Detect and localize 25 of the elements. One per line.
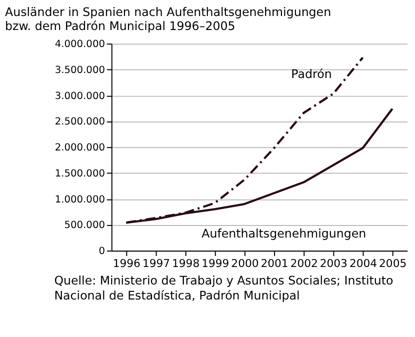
series-label: Padrón xyxy=(291,67,332,82)
x-tick-label: 1997 xyxy=(142,256,170,270)
x-tick-label: 2001 xyxy=(260,256,288,270)
x-tick-label: 1999 xyxy=(202,256,230,270)
y-tick-label: 1.500.000 xyxy=(54,168,105,180)
y-tick-label: 4.000.000 xyxy=(54,39,105,50)
y-tick-label: 2.500.000 xyxy=(54,116,105,128)
x-tick-label: 2005 xyxy=(379,256,407,270)
x-tick-label: 1998 xyxy=(172,256,200,270)
x-tick-label: 1996 xyxy=(112,256,141,270)
x-tick-label: 2002 xyxy=(290,256,318,270)
y-tick-label: 2.000.000 xyxy=(54,142,105,154)
source-note: Quelle: Ministerio de Trabajo y Asuntos Sociales; Instituto xyxy=(54,274,394,288)
text: Nacional de Estadística, Padrón Municipal xyxy=(54,288,300,302)
x-tick-label: 2000 xyxy=(231,256,259,270)
x-tick-label: 2003 xyxy=(320,256,348,270)
y-tick-label: 3.000.000 xyxy=(54,90,105,102)
series-label: Aufenthaltsgenehmigungen xyxy=(202,226,366,241)
x-tick-label: 2004 xyxy=(349,256,378,270)
y-tick-label: 1.000.000 xyxy=(54,194,105,206)
y-tick-label: 0 xyxy=(98,246,105,258)
text: Ausländer in Spanien nach Aufenthaltsgenehmigungen xyxy=(5,4,332,19)
y-tick-label: 3.500.000 xyxy=(54,64,105,76)
text: bzw. dem Padrón Municipal 1996–2005 xyxy=(5,18,236,33)
y-tick-label: 500.000 xyxy=(64,220,105,232)
